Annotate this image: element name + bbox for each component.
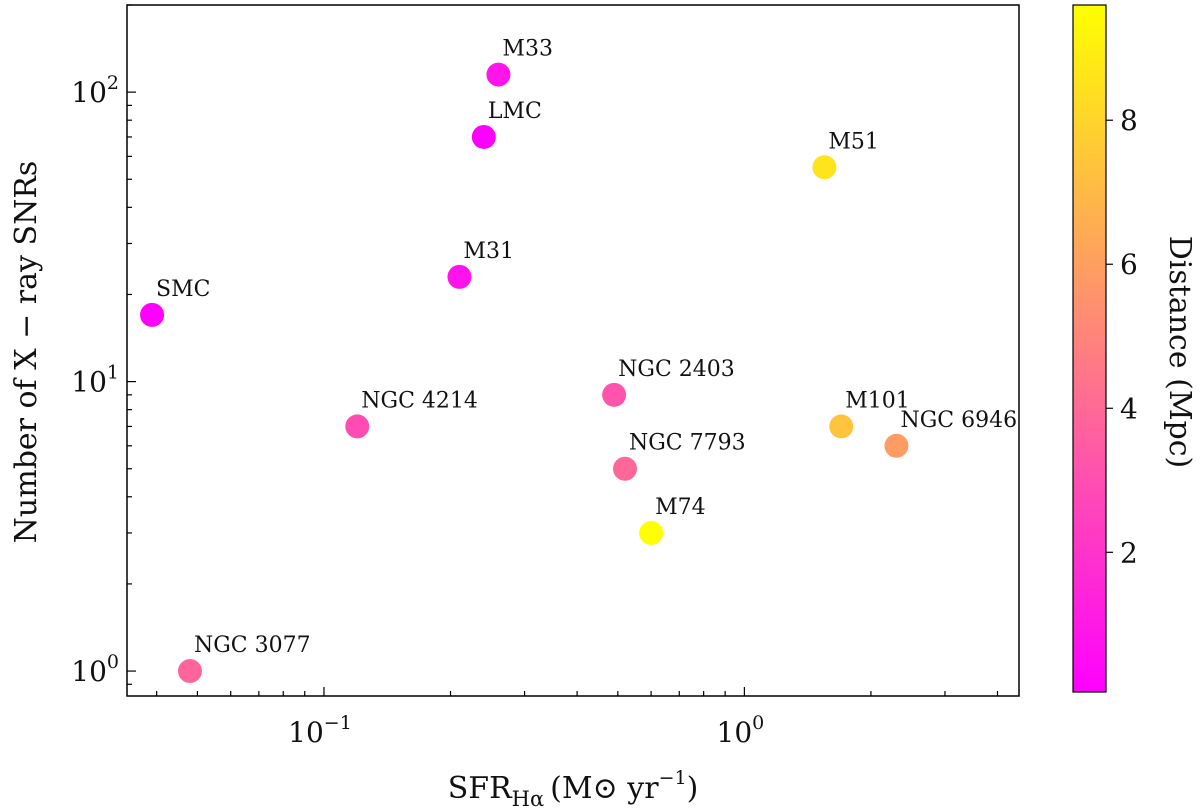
point-label-lmc: LMC [488, 99, 542, 124]
y-tick-label: 101 [71, 362, 119, 399]
point-label-ngc-6946: NGC 6946 [900, 408, 1017, 433]
point-m33 [486, 62, 511, 87]
y-axis-title: Number of X − ray SNRs [9, 161, 44, 544]
colorbar-tick-label: 4 [1120, 392, 1138, 425]
colorbar-tick-label: 2 [1120, 536, 1138, 569]
points-layer [140, 62, 909, 684]
point-m101 [829, 414, 854, 439]
y-tick-label: 100 [71, 651, 119, 688]
point-m51 [812, 155, 837, 180]
point-label-m101: M101 [845, 388, 910, 413]
point-label-m33: M33 [502, 37, 553, 62]
plot-frame [126, 4, 1020, 697]
colorbar-tick-label: 8 [1120, 104, 1138, 137]
colorbar-tick-label: 6 [1120, 248, 1138, 281]
colorbar-ticks: 2 4 6 8 [1106, 104, 1138, 569]
point-ngc-2403 [602, 382, 627, 407]
point-label-m51: M51 [828, 129, 879, 154]
x-tick-label: 100 [717, 712, 765, 749]
point-m74 [639, 520, 664, 545]
y-axis-ticks: 100 101 102 [71, 4, 136, 688]
point-label-smc: SMC [156, 277, 210, 302]
point-ngc-4214 [345, 414, 370, 439]
point-ngc-3077 [177, 659, 202, 684]
x-axis-title: SFRHα (M⊙ yr−1) [448, 767, 699, 811]
x-axis-ticks: 10−1 100 [156, 687, 999, 749]
point-label-ngc-7793: NGC 7793 [629, 431, 746, 456]
x-tick-label: 10−1 [288, 712, 352, 749]
point-label-ngc-3077: NGC 3077 [194, 633, 311, 658]
point-lmc [471, 124, 496, 149]
y-tick-label: 102 [71, 72, 119, 109]
point-label-m74: M74 [655, 495, 706, 520]
point-ngc-6946 [884, 433, 909, 458]
colorbar [1072, 4, 1107, 693]
point-label-ngc-2403: NGC 2403 [618, 357, 735, 382]
colorbar-label: Distance (Mpc) [1162, 236, 1197, 469]
point-smc [140, 302, 165, 327]
point-label-ngc-4214: NGC 4214 [361, 388, 478, 413]
point-ngc-7793 [612, 456, 637, 481]
point-label-m31: M31 [463, 239, 514, 264]
point-m31 [447, 264, 472, 289]
